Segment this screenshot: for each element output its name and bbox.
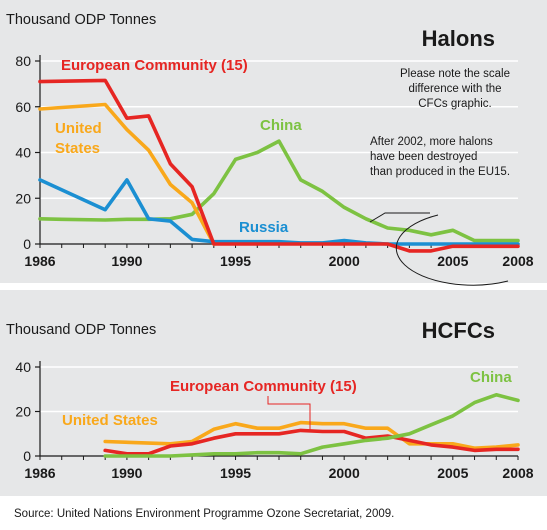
- series-label-united-states: United States: [62, 412, 158, 429]
- y-tick-label: 20: [15, 404, 31, 420]
- hcfcs-panel: [0, 290, 547, 496]
- y-axis-label: Thousand ODP Tonnes: [6, 322, 156, 338]
- series-line-european-community-15-: [103, 428, 520, 456]
- annotation-pointer: [369, 212, 430, 223]
- hcfcs-chart: 0 20 40 1986 1990 1995 2000 2005 2008 Thousand OD…: [6, 318, 534, 481]
- y-tick-label: 0: [23, 448, 31, 464]
- y-tick-label: 40: [15, 359, 31, 375]
- x-tick-label: 2008: [502, 465, 533, 481]
- scale-note-line: difference with the: [408, 83, 501, 95]
- y-tick-label: 0: [23, 236, 31, 252]
- annotation-line: have been destroyed: [370, 151, 477, 163]
- x-tick-label: 1986: [24, 465, 55, 481]
- series-line-china: [103, 393, 520, 458]
- x-tick-label: 2008: [502, 253, 533, 269]
- series-line-china: [38, 139, 520, 243]
- series-line-united-states: [38, 102, 216, 246]
- scale-note-line: CFCs graphic.: [418, 98, 492, 110]
- x-tick-label: 2000: [329, 465, 360, 481]
- y-tick-label: 20: [15, 190, 31, 206]
- x-tick-label: 1990: [111, 465, 142, 481]
- annotation-line: After 2002, more halons: [370, 136, 493, 148]
- chart-title: Halons: [422, 26, 495, 51]
- x-tick-label: 1990: [111, 253, 142, 269]
- series-label-european-community: European Community (15): [170, 378, 357, 395]
- y-tick-label: 80: [15, 53, 31, 69]
- series-label-united-states-2: States: [55, 140, 100, 157]
- source-note: Source: United Nations Environment Progr…: [14, 508, 395, 520]
- x-tick-label: 1986: [24, 253, 55, 269]
- x-tick-label: 2005: [437, 465, 468, 481]
- x-tick-label: 2005: [437, 253, 468, 269]
- series-line-united-states: [103, 420, 520, 450]
- annotation-line: than produced in the EU15.: [370, 166, 510, 178]
- series-line-european-community-15-: [38, 78, 520, 253]
- x-tick-label: 1995: [220, 253, 251, 269]
- annotation-circle: [395, 214, 509, 286]
- y-axis-label: Thousand ODP Tonnes: [6, 12, 156, 28]
- label-leader-line: [267, 396, 311, 430]
- series-label-united-states: United: [55, 120, 102, 137]
- series-label: Russia: [239, 219, 289, 236]
- halons-panel: [0, 0, 547, 283]
- scale-note-line: Please note the scale: [400, 68, 510, 80]
- y-tick-label: 40: [15, 145, 31, 161]
- series-label-china: China: [470, 369, 512, 386]
- series-label: China: [260, 117, 302, 134]
- series-label: European Community (15): [61, 57, 248, 74]
- y-tick-label: 60: [15, 99, 31, 115]
- x-tick-label: 2000: [329, 253, 360, 269]
- halons-chart: 0 20 40 60 80 1986 1990 1995 2000 2005 2008 Thousan…: [6, 12, 534, 286]
- chart-title: HCFCs: [422, 318, 495, 343]
- x-tick-label: 1995: [220, 465, 251, 481]
